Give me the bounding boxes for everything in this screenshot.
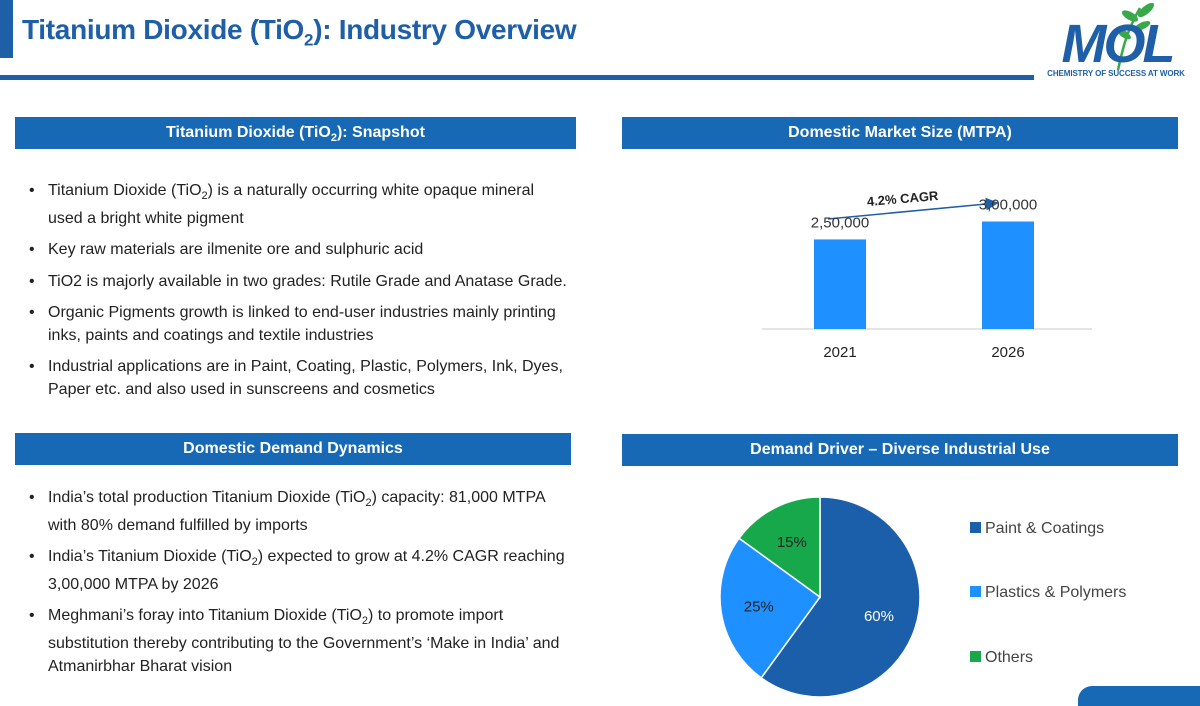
cagr-arrow bbox=[827, 197, 999, 220]
market-size-chart: 4.2% CAGR 2,50,000 2021 3,00,000 2026 bbox=[762, 188, 1092, 361]
list-item: Titanium Dioxide (TiO2) is a naturally o… bbox=[20, 180, 570, 230]
leaf-stem-icon bbox=[1116, 7, 1142, 71]
logo-tagline: CHEMISTRY OF SUCCESS AT WORK bbox=[1047, 69, 1185, 78]
bar-value-label: 2,50,000 bbox=[811, 214, 869, 231]
pie-data-label: 25% bbox=[744, 599, 774, 616]
slide-corner-decoration bbox=[1078, 686, 1200, 706]
pie-slice-paint-coatings bbox=[760, 496, 920, 698]
market-size-header: Domestic Market Size (MTPA) bbox=[622, 117, 1178, 149]
title-accent-bar bbox=[0, 0, 13, 58]
demand-driver-header: Demand Driver – Diverse Industrial Use bbox=[622, 434, 1178, 466]
bar-2021 bbox=[814, 239, 866, 329]
x-tick-label: 2021 bbox=[823, 344, 856, 361]
bar-value-label: 3,00,000 bbox=[979, 197, 1037, 214]
legend-swatch bbox=[970, 522, 981, 533]
legend-swatch bbox=[970, 651, 981, 662]
legend-label: Plastics & Polymers bbox=[985, 584, 1127, 601]
pie-data-label: 15% bbox=[777, 534, 807, 551]
x-tick-label: 2026 bbox=[991, 344, 1024, 361]
list-item: TiO2 is majorly available in two grades:… bbox=[20, 271, 570, 294]
logo-wordmark: MOL bbox=[1062, 14, 1173, 74]
leaf-icon bbox=[1133, 21, 1151, 31]
pie-data-label: 60% bbox=[864, 608, 894, 625]
pie-slice-others bbox=[738, 496, 821, 599]
leaf-icon bbox=[1121, 10, 1139, 22]
legend-label: Others bbox=[985, 649, 1034, 666]
page-title: Titanium Dioxide (TiO2): Industry Overvi… bbox=[22, 14, 577, 50]
snapshot-bullet-list: Titanium Dioxide (TiO2) is a naturally o… bbox=[20, 180, 570, 410]
leaf-icon bbox=[1137, 2, 1155, 18]
demand-driver-pie-chart: 60% 25% 15% bbox=[720, 496, 920, 698]
list-item: India’s Titanium Dioxide (TiO2) expected… bbox=[20, 546, 570, 596]
pie-slice-plastics-polymers bbox=[720, 537, 822, 679]
list-item: Meghmani’s foray into Titanium Dioxide (… bbox=[20, 605, 570, 678]
legend-item: Plastics & Polymers bbox=[970, 584, 1126, 602]
legend-item: Paint & Coatings bbox=[970, 520, 1104, 538]
demand-dynamics-header: Domestic Demand Dynamics bbox=[15, 433, 571, 465]
bar-2026 bbox=[982, 221, 1034, 329]
cagr-label: 4.2% CAGR bbox=[866, 188, 939, 209]
list-item: Key raw materials are ilmenite ore and s… bbox=[20, 239, 570, 262]
legend-label: Paint & Coatings bbox=[985, 520, 1105, 537]
legend-item: Others bbox=[970, 649, 1033, 667]
title-divider bbox=[0, 75, 1034, 80]
leaf-icon bbox=[1117, 28, 1131, 40]
list-item: Organic Pigments growth is linked to end… bbox=[20, 302, 570, 347]
snapshot-header: Titanium Dioxide (TiO2): Snapshot bbox=[15, 117, 576, 149]
list-item: Industrial applications are in Paint, Co… bbox=[20, 356, 570, 401]
demand-dynamics-bullet-list: India’s total production Titanium Dioxid… bbox=[20, 487, 570, 687]
list-item: India’s total production Titanium Dioxid… bbox=[20, 487, 570, 537]
legend-swatch bbox=[970, 586, 981, 597]
company-logo: MOL bbox=[1062, 2, 1175, 74]
